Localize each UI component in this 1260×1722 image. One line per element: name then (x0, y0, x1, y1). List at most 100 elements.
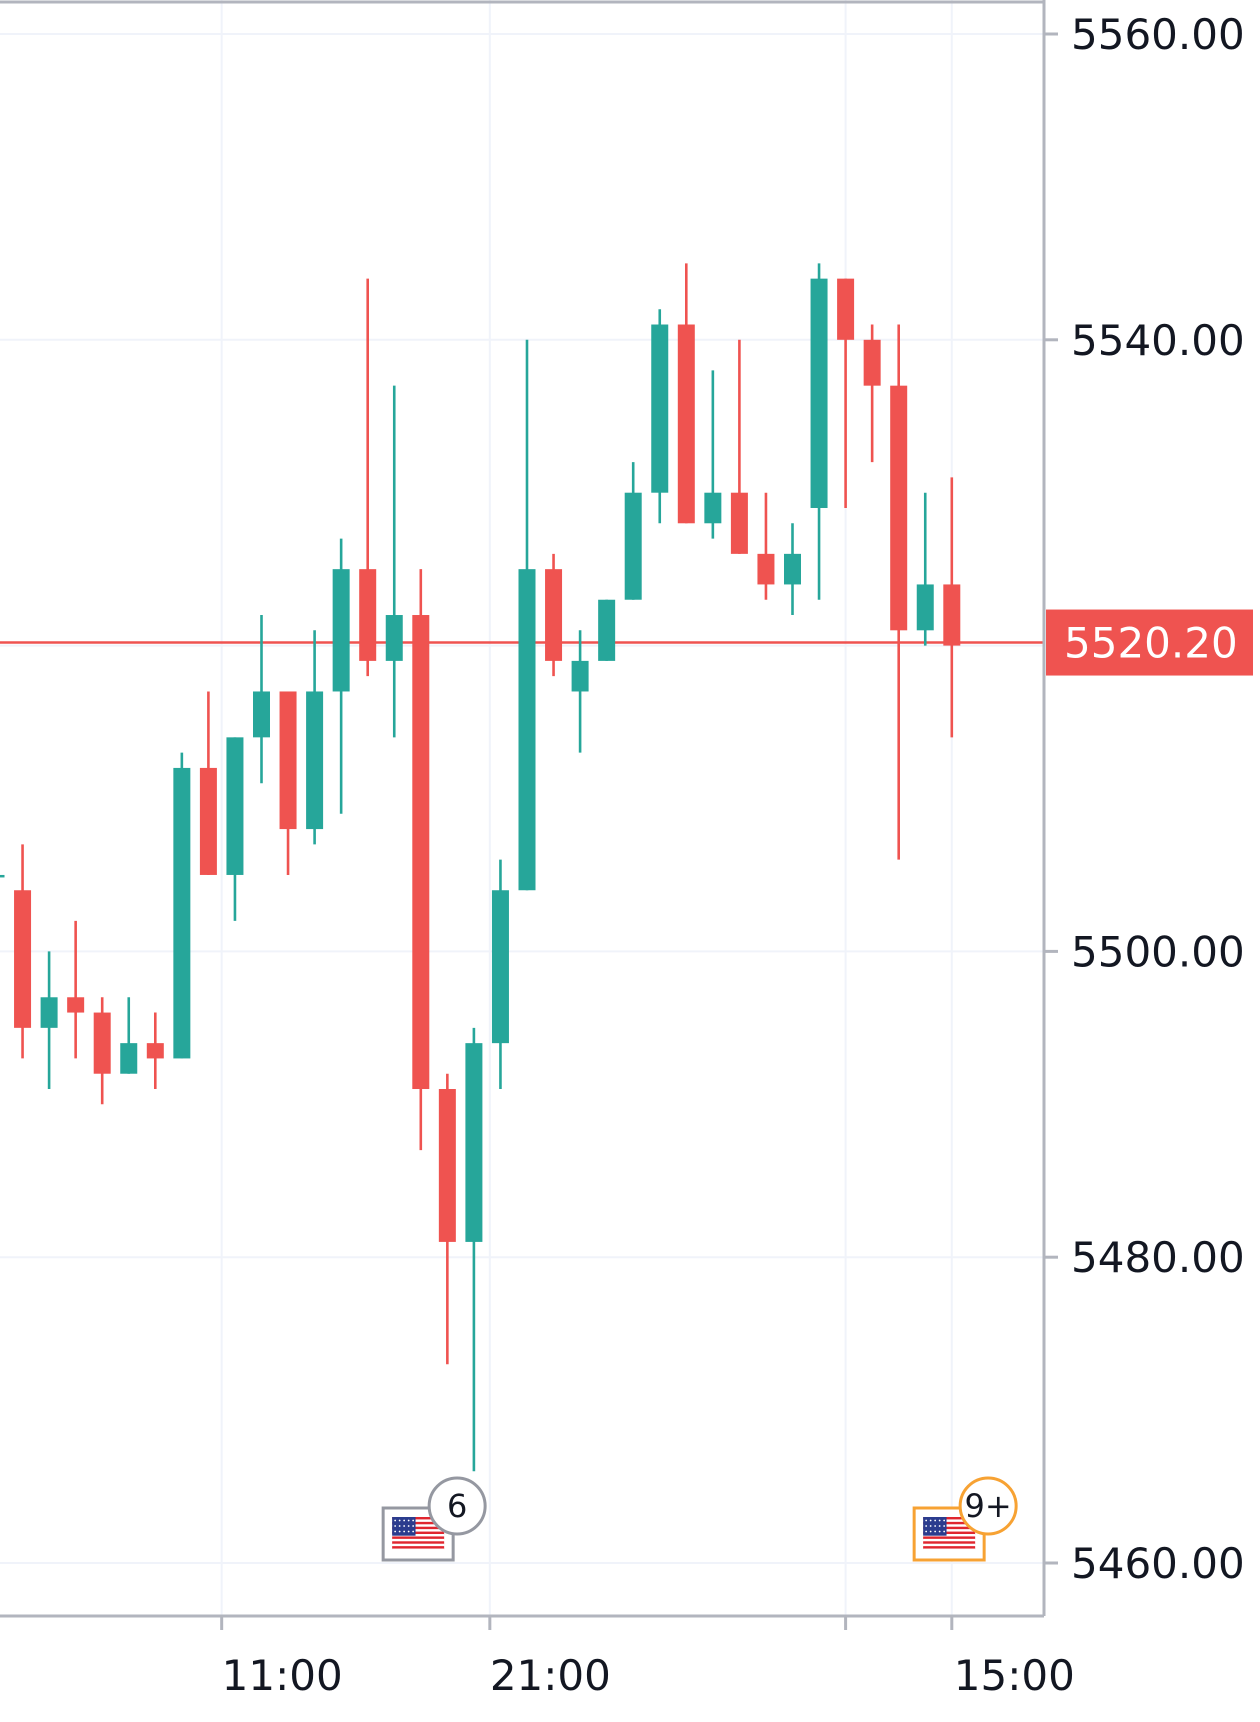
candle-body[interactable] (730, 492, 748, 554)
candle[interactable] (571, 630, 589, 753)
candle[interactable] (199, 691, 217, 875)
candle[interactable] (14, 844, 32, 1059)
candle[interactable] (332, 538, 350, 814)
candle[interactable] (120, 997, 138, 1074)
candle[interactable] (465, 1027, 483, 1472)
candle[interactable] (704, 370, 722, 539)
candle[interactable] (943, 477, 961, 738)
candle-body[interactable] (784, 553, 801, 585)
flag-star (943, 1519, 946, 1522)
event-count-badge[interactable] (958, 1476, 1018, 1536)
candle[interactable] (677, 263, 695, 524)
candle[interactable] (173, 752, 191, 1059)
candle-body[interactable] (916, 584, 934, 631)
candle-body[interactable] (93, 1012, 111, 1074)
candle-body[interactable] (146, 1043, 164, 1059)
candle[interactable] (598, 599, 616, 661)
flag-stripe (392, 1541, 445, 1545)
candle-body[interactable] (943, 584, 961, 646)
candle-body[interactable] (199, 767, 217, 875)
candle-body[interactable] (173, 767, 191, 1059)
candle-body[interactable] (438, 1089, 456, 1242)
candle[interactable] (757, 492, 775, 600)
candle[interactable] (916, 492, 934, 646)
candle[interactable] (863, 324, 881, 463)
candle-body[interactable] (120, 1043, 138, 1074)
candle[interactable] (359, 278, 377, 677)
candle[interactable] (651, 309, 669, 524)
candle-body[interactable] (332, 569, 350, 692)
event-marker[interactable]: 6 (381, 1476, 487, 1562)
candle-body[interactable] (890, 385, 908, 631)
flag-star (407, 1530, 410, 1533)
event-markers[interactable]: 6 9+ (381, 1476, 1018, 1562)
candle[interactable] (518, 339, 536, 891)
candle-body[interactable] (465, 1043, 483, 1242)
candle[interactable] (146, 1012, 164, 1090)
candle[interactable] (67, 920, 85, 1059)
candle-body[interactable] (571, 660, 589, 692)
candle-body[interactable] (837, 278, 855, 340)
candle[interactable] (279, 691, 297, 875)
candle[interactable] (40, 951, 58, 1090)
candle-body[interactable] (279, 691, 297, 830)
flag-star (934, 1519, 937, 1522)
candle[interactable] (412, 569, 430, 1151)
flag-star (925, 1519, 928, 1522)
current-price-badge (1046, 609, 1253, 676)
candle-body[interactable] (810, 278, 828, 508)
event-count-badge[interactable] (427, 1476, 487, 1536)
candle-body[interactable] (412, 615, 430, 1090)
candle-body[interactable] (306, 691, 324, 830)
flag-star (938, 1519, 941, 1522)
candle-body[interactable] (651, 324, 669, 493)
candle-body[interactable] (40, 997, 58, 1028)
candle-body[interactable] (598, 599, 616, 661)
candles[interactable] (0, 263, 961, 1472)
candle[interactable] (545, 553, 563, 677)
candle-body[interactable] (385, 615, 403, 661)
candle-body[interactable] (624, 492, 642, 600)
candle-body[interactable] (863, 339, 881, 386)
flag-stripe (923, 1536, 976, 1540)
candle[interactable] (784, 523, 801, 616)
candle-body[interactable] (226, 737, 244, 875)
candle-body[interactable] (518, 569, 536, 891)
candle[interactable] (0, 844, 5, 878)
flag-stripe (923, 1543, 976, 1547)
event-marker[interactable]: 9+ (912, 1476, 1018, 1562)
candle-body[interactable] (677, 324, 695, 524)
flag-stripe (923, 1521, 976, 1525)
candle-body[interactable] (757, 553, 775, 585)
candle[interactable] (624, 462, 642, 600)
candle-body[interactable] (359, 569, 377, 661)
candle-body[interactable] (704, 492, 722, 524)
candle[interactable] (890, 324, 908, 860)
candle[interactable] (226, 737, 244, 921)
flag-stripe (923, 1526, 976, 1530)
flag-star (943, 1530, 946, 1533)
candle[interactable] (730, 339, 748, 554)
candle[interactable] (438, 1073, 456, 1365)
candle[interactable] (837, 278, 855, 508)
candle-body[interactable] (545, 569, 563, 661)
flag-star (403, 1519, 406, 1522)
flag-stripe (923, 1517, 976, 1521)
candle-body[interactable] (14, 890, 32, 1028)
current-price-label: 5520.20 (1064, 619, 1238, 668)
candle[interactable] (93, 997, 111, 1105)
candle[interactable] (491, 859, 509, 1090)
candle[interactable] (306, 630, 324, 845)
candle[interactable] (385, 385, 403, 738)
candle-body[interactable] (491, 890, 509, 1044)
flag-stripe (923, 1531, 976, 1535)
grid-lines (0, 0, 1044, 1616)
candle-body[interactable] (253, 691, 270, 738)
candle-body[interactable] (67, 997, 85, 1013)
candle-body[interactable] (0, 874, 5, 878)
candle[interactable] (810, 263, 828, 600)
price-axis-label: 5560.00 (1071, 10, 1245, 59)
candle[interactable] (253, 615, 270, 784)
